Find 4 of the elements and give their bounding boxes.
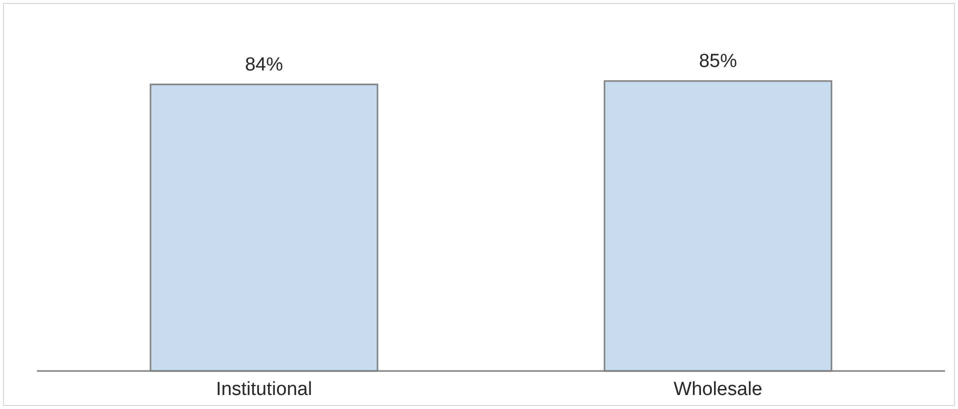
data-label: 85% <box>698 51 738 72</box>
data-label: 84% <box>244 54 284 76</box>
x-tick-label: Institutional <box>216 379 312 400</box>
x-tick-label: Wholesale <box>674 379 762 400</box>
